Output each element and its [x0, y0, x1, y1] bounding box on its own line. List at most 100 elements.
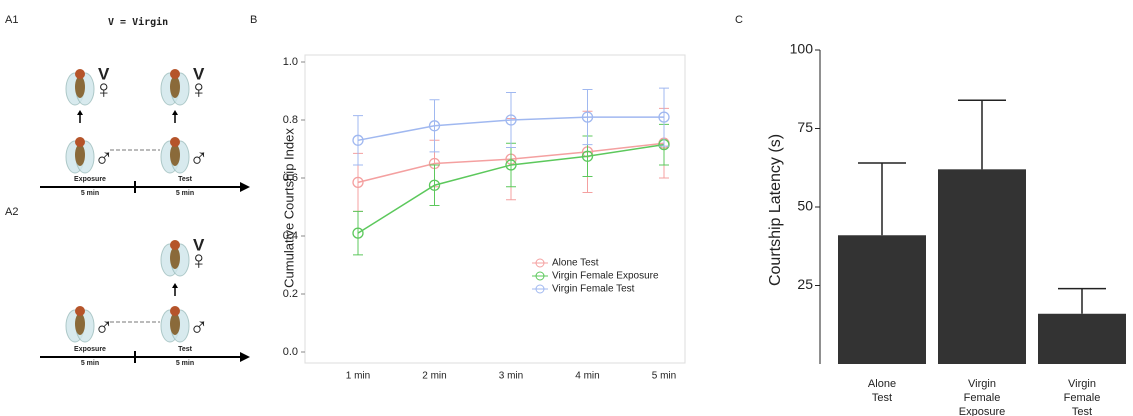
x-tick-line: Female [1064, 392, 1101, 404]
bar [1038, 313, 1126, 364]
arrow-head [240, 182, 250, 192]
y-tick-label: 0.6 [283, 172, 298, 184]
x-tick-label: 1 min [346, 371, 370, 382]
error-bar [858, 162, 906, 236]
y-tick-label: 25 [797, 276, 813, 292]
error-bar [429, 99, 440, 153]
sex-symbol: ♂ [94, 311, 114, 341]
phase-time: 5 min [81, 360, 99, 367]
legend-label: Alone Test [552, 258, 599, 269]
phase-name: Test [178, 176, 193, 183]
point [505, 114, 517, 126]
sex-symbol: ♂ [189, 142, 209, 172]
y-tick-label: 75 [797, 119, 813, 135]
error-bar [353, 115, 363, 166]
phase-name: Test [178, 346, 193, 353]
point [352, 176, 364, 189]
fly-body [170, 76, 180, 98]
point [658, 111, 670, 123]
point [428, 120, 441, 132]
error-bar [506, 91, 516, 149]
fly-head [75, 306, 85, 316]
x-tick-line: Virgin [1068, 378, 1096, 390]
error-bar [659, 87, 669, 147]
fly: ♀ [65, 69, 114, 106]
fly-body [170, 313, 180, 335]
fly-body [170, 247, 180, 269]
phase-time: 5 min [176, 360, 194, 367]
phase-time: 5 min [176, 190, 194, 197]
timeline-a2 [40, 321, 250, 363]
error-bar [1058, 287, 1106, 314]
x-tick-label: 4 min [575, 371, 599, 382]
point [428, 179, 441, 191]
phase-time: 5 min [81, 190, 99, 197]
point [581, 111, 594, 123]
y-tick-label: 0.4 [283, 230, 298, 242]
virgin-symbol: V [193, 64, 205, 83]
error-bar [429, 164, 440, 207]
y-axis-label: Courtship Latency (s) [767, 134, 784, 286]
panel-label: B [250, 14, 257, 26]
sex-symbol: ♂ [189, 311, 209, 341]
legend-note: V = Virgin [108, 16, 168, 28]
arrow-head [172, 110, 178, 115]
x-tick-label: 2 min [422, 371, 446, 382]
x-tick-line: Exposure [959, 406, 1005, 416]
fly-head [75, 137, 85, 147]
y-tick-label: 0.0 [283, 346, 298, 358]
x-tick-line: Test [872, 392, 892, 404]
legend-marker [535, 284, 545, 294]
x-tick-label: 3 min [499, 371, 523, 382]
fly-head [170, 137, 180, 147]
fly: ♂ [65, 306, 114, 343]
fly-head [75, 69, 85, 79]
plot-frame [304, 54, 686, 364]
y-tick-label: 0.2 [283, 288, 298, 300]
fly: ♂ [160, 137, 209, 174]
sex-symbol: ♀ [94, 74, 114, 104]
x-tick-label: Virgin Female Test [1064, 378, 1101, 416]
fly-body [170, 144, 180, 166]
error-bar [353, 210, 363, 256]
panel-label: A2 [5, 206, 18, 218]
fly-body [75, 313, 85, 335]
fly: ♂ [65, 137, 114, 174]
legend-label: Virgin Female Test [552, 284, 635, 295]
y-tick-label: 50 [797, 198, 813, 214]
x-tick-line: Female [964, 392, 1001, 404]
bar [838, 235, 926, 364]
x-tick-label: Alone Test [868, 378, 896, 404]
legend-marker [535, 258, 545, 268]
error-bar [582, 89, 593, 146]
fly-body [75, 144, 85, 166]
fly-head [170, 69, 180, 79]
fly: ♂ [160, 306, 209, 343]
panel-label: C [735, 14, 743, 26]
point [352, 227, 364, 239]
phase-name: Exposure [74, 176, 106, 183]
fly: ♀ [160, 69, 209, 106]
y-tick-label: 1.0 [283, 56, 298, 68]
x-tick-line: Alone [868, 378, 896, 390]
sex-symbol: ♂ [94, 142, 114, 172]
point [581, 150, 594, 162]
point [505, 159, 517, 171]
fly: ♀ [160, 240, 209, 277]
arrow-head [172, 283, 178, 288]
bar [938, 169, 1026, 364]
point [352, 134, 364, 146]
virgin-symbol: V [193, 235, 205, 254]
virgin-symbol: V [98, 64, 110, 83]
y-tick-label: 0.8 [283, 114, 298, 126]
fly-head [170, 306, 180, 316]
panel-label: A1 [5, 14, 18, 26]
sex-symbol: ♀ [189, 245, 209, 275]
timeline-a1 [40, 149, 250, 193]
legend-marker [535, 271, 545, 281]
x-tick-line: Virgin [968, 378, 996, 390]
legend-label: Virgin Female Exposure [552, 271, 659, 282]
arrow-head [240, 352, 250, 362]
x-tick-label: Virgin Female Exposure [959, 378, 1005, 416]
